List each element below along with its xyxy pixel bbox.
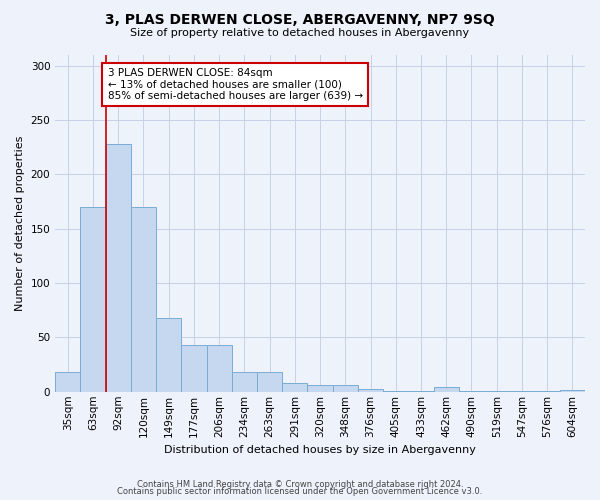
Bar: [131, 207, 156, 392]
Bar: [383, 390, 409, 392]
Text: 3, PLAS DERWEN CLOSE, ABERGAVENNY, NP7 9SQ: 3, PLAS DERWEN CLOSE, ABERGAVENNY, NP7 9…: [105, 12, 495, 26]
Bar: [560, 390, 585, 392]
Text: Size of property relative to detached houses in Abergavenny: Size of property relative to detached ho…: [130, 28, 470, 38]
Bar: [156, 318, 181, 392]
Text: Contains HM Land Registry data © Crown copyright and database right 2024.: Contains HM Land Registry data © Crown c…: [137, 480, 463, 489]
Bar: [434, 388, 459, 392]
Bar: [106, 144, 131, 392]
Bar: [509, 390, 535, 392]
Bar: [80, 207, 106, 392]
Bar: [206, 345, 232, 392]
Bar: [232, 372, 257, 392]
Bar: [282, 383, 307, 392]
Bar: [55, 372, 80, 392]
Bar: [181, 345, 206, 392]
Bar: [484, 390, 509, 392]
X-axis label: Distribution of detached houses by size in Abergavenny: Distribution of detached houses by size …: [164, 445, 476, 455]
Bar: [409, 390, 434, 392]
Bar: [307, 385, 332, 392]
Text: Contains public sector information licensed under the Open Government Licence v3: Contains public sector information licen…: [118, 488, 482, 496]
Bar: [332, 385, 358, 392]
Y-axis label: Number of detached properties: Number of detached properties: [15, 136, 25, 311]
Bar: [358, 388, 383, 392]
Bar: [459, 390, 484, 392]
Bar: [257, 372, 282, 392]
Bar: [535, 390, 560, 392]
Text: 3 PLAS DERWEN CLOSE: 84sqm
← 13% of detached houses are smaller (100)
85% of sem: 3 PLAS DERWEN CLOSE: 84sqm ← 13% of deta…: [107, 68, 363, 101]
